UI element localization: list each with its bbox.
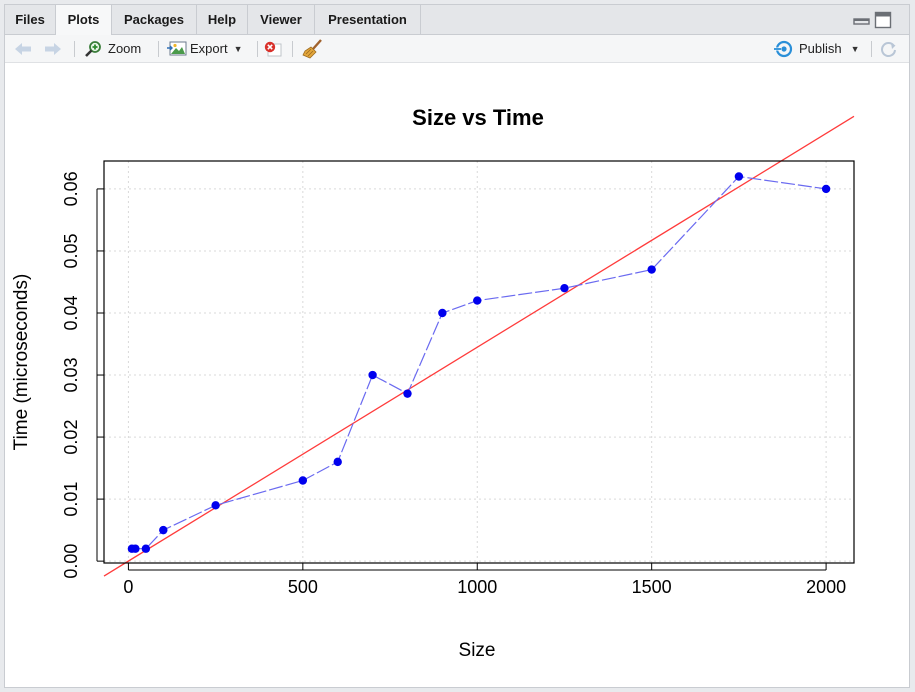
x-tick-label: 1500 (632, 577, 672, 597)
tab-viewer[interactable]: Viewer (248, 5, 315, 34)
forward-button[interactable] (43, 35, 63, 62)
y-tick-label: 0.05 (61, 233, 81, 268)
zoom-button[interactable]: Zoom (83, 35, 141, 62)
remove-plot-button[interactable] (263, 35, 283, 62)
plots-pane: Files Plots Packages Help Viewer Present… (4, 4, 910, 688)
chart-title: Size vs Time (412, 105, 544, 130)
y-tick-label: 0.04 (61, 295, 81, 330)
data-point (647, 265, 656, 274)
data-point (473, 296, 482, 305)
x-tick-label: 2000 (806, 577, 846, 597)
data-point (131, 544, 140, 553)
export-menu[interactable]: Export ▼ (167, 35, 243, 62)
regression-line (103, 115, 855, 577)
publish-button[interactable]: Publish ▼ (773, 35, 860, 62)
data-point (438, 308, 447, 318)
data-point (333, 457, 342, 467)
minimize-icon[interactable] (853, 13, 871, 32)
x-tick-label: 500 (288, 577, 318, 597)
x-tick-label: 0 (123, 577, 133, 597)
y-tick-label: 0.01 (61, 482, 81, 517)
y-axis: 0.00 0.01 0.02 0.03 0.04 0.05 0.06 (61, 171, 104, 579)
export-label: Export (190, 41, 228, 56)
size-vs-time-chart: Size vs Time 0 500 1000 1500 2000 0.000.010.… (11, 105, 855, 661)
y-tick-label: 0.03 (61, 358, 81, 393)
data-point (368, 370, 377, 380)
chart-grid (104, 161, 854, 563)
x-axis-label: Size (459, 640, 496, 661)
y-axis-label: Time (microseconds) (11, 274, 32, 451)
arrow-left-icon (15, 42, 31, 55)
plot-frame (103, 160, 855, 564)
plots-toolbar: Zoom Export ▼ (5, 35, 909, 63)
data-point (560, 283, 569, 293)
data-point (298, 476, 308, 485)
series-line (131, 175, 827, 550)
data-point (141, 544, 151, 553)
tab-packages[interactable]: Packages (112, 5, 197, 34)
image-export-icon (167, 41, 187, 55)
broom-icon (302, 38, 322, 58)
publish-label: Publish (799, 41, 842, 56)
tab-plots[interactable]: Plots (56, 5, 112, 35)
pane-tab-bar: Files Plots Packages Help Viewer Present… (5, 5, 909, 35)
remove-plot-icon (264, 41, 282, 56)
chevron-down-icon: ▼ (850, 43, 860, 54)
data-point (159, 525, 168, 535)
publish-icon (774, 40, 793, 57)
tab-files[interactable]: Files (5, 5, 56, 34)
data-point (734, 172, 744, 181)
zoom-label: Zoom (108, 41, 142, 56)
tab-help[interactable]: Help (197, 5, 248, 34)
y-tick-label: 0.02 (61, 420, 81, 455)
back-button[interactable] (13, 35, 33, 62)
y-tick-label: 0.00 (61, 544, 81, 579)
clear-all-button[interactable] (302, 35, 324, 62)
plot-viewer: Size vs Time 0 500 1000 1500 2000 0.00 0.01 0.… (5, 63, 909, 687)
arrow-right-icon (45, 42, 61, 55)
data-point (403, 389, 412, 398)
y-tick-label: 0.06 (61, 171, 81, 206)
refresh-button[interactable] (879, 35, 899, 62)
data-point (211, 501, 220, 510)
chevron-down-icon: ▼ (233, 43, 243, 54)
x-axis: 0 500 1000 1500 2000 (123, 563, 846, 597)
maximize-icon[interactable] (874, 11, 892, 34)
refresh-icon (881, 41, 896, 57)
x-tick-label: 1000 (457, 577, 497, 597)
magnify-icon (85, 40, 101, 57)
regression-line-path (103, 115, 855, 577)
tab-presentation[interactable]: Presentation (315, 5, 421, 34)
data-points (127, 172, 831, 553)
data-point (821, 184, 831, 194)
series-polyline (131, 175, 827, 550)
